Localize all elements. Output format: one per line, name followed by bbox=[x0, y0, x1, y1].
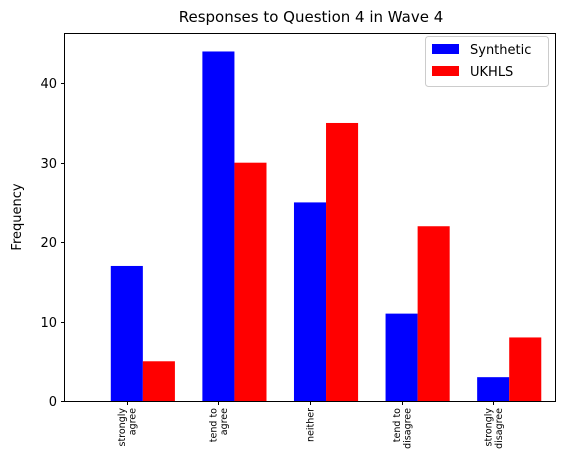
bar-ukhls-2 bbox=[326, 122, 359, 401]
x-tick-label: disagree bbox=[494, 408, 505, 449]
bars-layer bbox=[110, 51, 542, 401]
legend-label-synthetic: Synthetic bbox=[470, 43, 531, 58]
x-tick-label-group: strongly agree bbox=[117, 408, 139, 447]
x-tick-label: agree bbox=[128, 408, 139, 435]
bar-synthetic-2 bbox=[293, 202, 327, 401]
y-tick-label: 10 bbox=[40, 316, 57, 331]
x-tick-label-group: neither bbox=[306, 408, 317, 442]
y-tick-label: 0 bbox=[49, 395, 57, 410]
x-tick-label: neither bbox=[306, 408, 317, 442]
legend-label-ukhls: UKHLS bbox=[470, 65, 513, 80]
y-axis-title: Frequency bbox=[10, 183, 25, 250]
x-tick-label: strongly bbox=[117, 408, 128, 447]
bar-ukhls-3 bbox=[417, 226, 450, 401]
y-tick-label: 40 bbox=[40, 77, 57, 92]
bar-synthetic-3 bbox=[385, 313, 418, 401]
x-tick-label: tend to bbox=[209, 408, 220, 442]
bar-synthetic-4 bbox=[477, 377, 510, 401]
y-tick-label: 20 bbox=[40, 236, 57, 251]
legend: Synthetic UKHLS bbox=[425, 36, 549, 87]
bar-ukhls-1 bbox=[234, 162, 267, 401]
x-tick-label: disagree bbox=[402, 408, 413, 449]
bar-synthetic-0 bbox=[110, 265, 143, 401]
y-tick-label: 30 bbox=[40, 157, 57, 172]
legend-swatch-ukhls bbox=[432, 66, 459, 76]
bar-ukhls-0 bbox=[142, 361, 175, 401]
bar-ukhls-4 bbox=[509, 337, 542, 401]
x-tick-label: agree bbox=[219, 408, 230, 435]
x-tick-label-group: strongly disagree bbox=[483, 408, 505, 449]
legend-swatch-synthetic bbox=[432, 44, 459, 54]
x-tick-label: strongly bbox=[483, 408, 494, 447]
bar-synthetic-1 bbox=[202, 51, 235, 401]
x-tick-label-group: tend to agree bbox=[209, 408, 231, 442]
y-axis: 0 10 20 30 40 bbox=[40, 77, 65, 410]
x-axis: strongly agree tend to agree neither tend to d… bbox=[117, 401, 505, 449]
chart-title: Responses to Question 4 in Wave 4 bbox=[179, 8, 444, 26]
x-tick-label: tend to bbox=[392, 408, 403, 442]
x-tick-label-group: tend to disagree bbox=[392, 408, 414, 449]
